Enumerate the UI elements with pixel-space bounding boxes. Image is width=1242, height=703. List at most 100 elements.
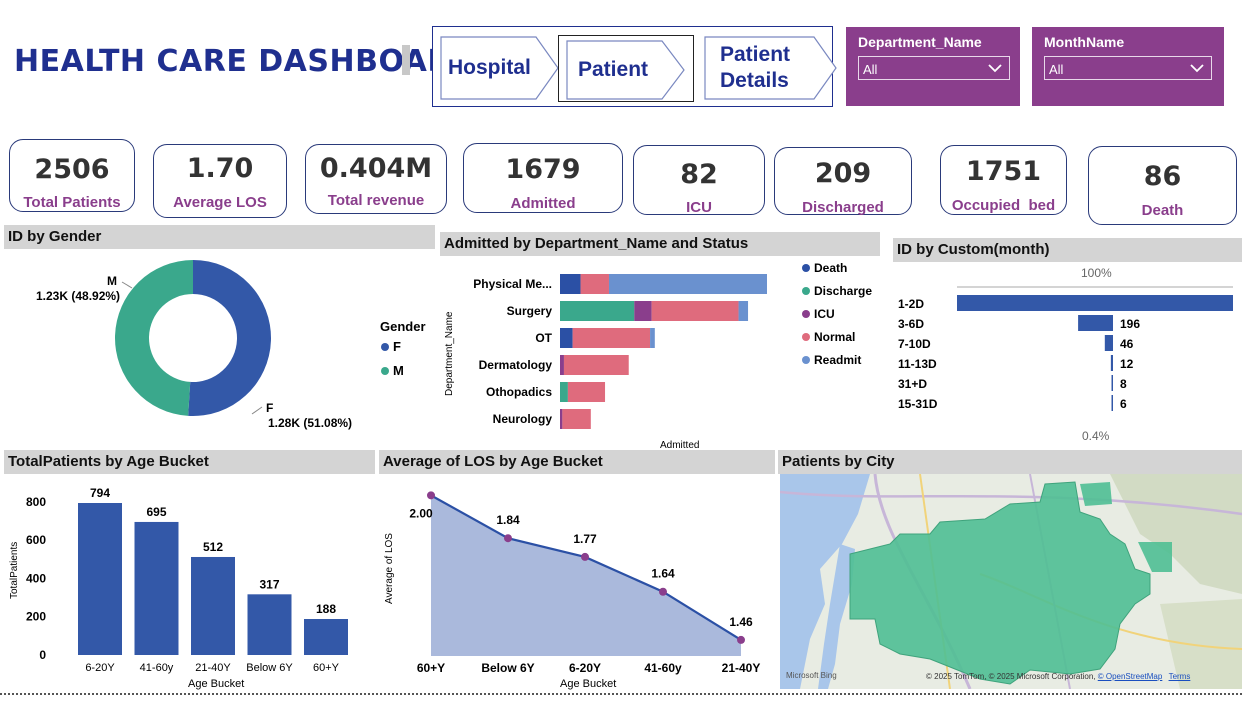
- department-select[interactable]: All: [858, 56, 1010, 80]
- dept-bar-segment[interactable]: [651, 301, 739, 321]
- month-category-label: 3-6D: [898, 317, 924, 331]
- age-data-label: 188: [316, 602, 336, 616]
- dept-bar-segment[interactable]: [580, 274, 609, 294]
- month-top-label: 100%: [1081, 266, 1112, 280]
- legend-f[interactable]: F: [393, 339, 401, 354]
- kpi-value: 1.70: [186, 153, 254, 184]
- patients-city-region-3[interactable]: [1080, 482, 1112, 506]
- dept-legend-item[interactable]: ICU: [814, 307, 835, 321]
- kpi-caption: Total revenue: [327, 192, 425, 209]
- los-point[interactable]: [737, 635, 745, 644]
- los-point[interactable]: [659, 587, 667, 596]
- age-bar[interactable]: [134, 521, 179, 655]
- terms-link[interactable]: Terms: [1168, 672, 1191, 681]
- patients-city-region-2[interactable]: [1138, 542, 1172, 572]
- month-category-label: 11-13D: [898, 357, 937, 371]
- dept-bar-segment[interactable]: [560, 355, 564, 375]
- legend-dot-f: [381, 343, 389, 351]
- age-category-label: 21-40Y: [195, 662, 231, 674]
- dept-xlabel: Admitted: [660, 440, 699, 451]
- dept-ylabel: Department_Name: [444, 311, 455, 396]
- kpi-caption: Occupied bed: [951, 197, 1056, 214]
- kpi-value: 0.404M: [319, 153, 433, 184]
- dept-legend-item[interactable]: Discharge: [814, 284, 872, 298]
- age-data-label: 512: [203, 540, 223, 554]
- osm-link[interactable]: © OpenStreetMap: [1097, 672, 1163, 681]
- month-select[interactable]: All: [1044, 56, 1212, 80]
- month-bar[interactable]: [1111, 395, 1114, 411]
- age-bar[interactable]: [78, 503, 122, 655]
- dept-bar-segment[interactable]: [608, 274, 767, 294]
- dept-bar-segment[interactable]: [634, 301, 652, 321]
- age-data-label: 317: [259, 577, 279, 591]
- dept-bar-segment[interactable]: [563, 355, 629, 375]
- arrow-shape-icon: [440, 36, 559, 100]
- los-point[interactable]: [504, 534, 512, 543]
- legend-m[interactable]: M: [393, 363, 404, 378]
- age-bar[interactable]: [247, 594, 292, 655]
- department-select-value: All: [863, 62, 878, 77]
- nav-patient-button[interactable]: Patient: [566, 40, 686, 104]
- age-bar[interactable]: [304, 619, 348, 655]
- label-m-value: 1.23K (48.92%): [36, 289, 120, 303]
- gender-donut-chart: M 1.23K (48.92%) F 1.28K (51.08%) Gender…: [36, 260, 426, 430]
- month-chart-title: ID by Custom(month): [893, 238, 1242, 262]
- dept-legend-item[interactable]: Normal: [814, 330, 855, 344]
- label-f-name: F: [266, 401, 273, 415]
- department-slicer: Department_Name All: [846, 27, 1020, 106]
- month-bar[interactable]: [1111, 375, 1114, 391]
- bing-logo: Microsoft Bing: [786, 671, 837, 680]
- dept-legend-item[interactable]: Readmit: [814, 353, 861, 367]
- age-bar[interactable]: [191, 556, 235, 655]
- age-bar-chart: TotalPatients Age Bucket 0 200 400 600 800 79…: [9, 486, 348, 690]
- los-category-label: 6-20Y: [569, 661, 601, 675]
- los-point[interactable]: [581, 552, 589, 561]
- dept-bar-segment[interactable]: [560, 409, 563, 429]
- dept-bar-segment[interactable]: [572, 328, 651, 348]
- legend-title: Gender: [380, 319, 426, 334]
- city-map[interactable]: Microsoft Bing © 2025 TomTom, © 2025 Mic…: [780, 474, 1242, 689]
- month-data-label: 6: [1120, 397, 1127, 411]
- los-area-chart: Average of LOS Age Bucket 2.00 60+Y 1.84 Be…: [384, 491, 760, 690]
- patients-city-region[interactable]: [849, 481, 1151, 685]
- dept-bar-segment[interactable]: [562, 409, 591, 429]
- month-bar[interactable]: [1110, 355, 1113, 371]
- age-data-label: 695: [146, 505, 166, 519]
- nav-hospital-button[interactable]: Hospital: [440, 36, 560, 100]
- los-area-fill: [431, 495, 741, 656]
- month-bar[interactable]: [1104, 335, 1113, 351]
- los-data-label: 1.46: [729, 615, 753, 629]
- dept-category-label: Surgery: [507, 304, 553, 318]
- kpi-value: 1679: [505, 154, 581, 185]
- los-data-label: 2.00: [409, 506, 433, 520]
- kpi-card-occupied-bed: 1751 Occupied bed: [940, 145, 1067, 215]
- month-bar[interactable]: [957, 295, 1233, 311]
- legend-dot: [802, 287, 810, 295]
- dept-bar-segment[interactable]: [560, 301, 635, 321]
- dept-legend-item[interactable]: Death: [814, 261, 847, 275]
- dept-category-label: Othopadics: [486, 385, 552, 399]
- kpi-caption: Discharged: [802, 199, 884, 216]
- nav-patient-label: Patient: [578, 58, 649, 81]
- month-data-label: 8: [1120, 377, 1127, 391]
- los-xlabel: Age Bucket: [560, 678, 616, 690]
- dept-bar-segment[interactable]: [738, 301, 749, 321]
- nav-hospital-label: Hospital: [448, 56, 531, 79]
- month-category-label: 31+D: [898, 377, 927, 391]
- kpi-card-total-patients: 2506 Total Patients: [9, 139, 135, 212]
- month-category-label: 15-31D: [898, 397, 938, 411]
- chevron-down-icon: [1190, 64, 1204, 73]
- dept-bar-segment[interactable]: [560, 328, 573, 348]
- nav-patient-details-button[interactable]: Patient Details: [704, 36, 838, 100]
- legend-dot: [802, 310, 810, 318]
- los-point[interactable]: [427, 491, 435, 500]
- dept-bar-segment[interactable]: [560, 382, 568, 402]
- dept-bar-segment[interactable]: [567, 382, 606, 402]
- legend-dot-m: [381, 367, 389, 375]
- donut-slice-f[interactable]: [188, 260, 272, 416]
- month-bar[interactable]: [1078, 315, 1113, 331]
- nav-patient-details-line1: Patient: [720, 43, 791, 66]
- donut-slice-m[interactable]: [115, 260, 193, 416]
- dept-bar-segment[interactable]: [560, 274, 581, 294]
- dept-bar-segment[interactable]: [650, 328, 655, 348]
